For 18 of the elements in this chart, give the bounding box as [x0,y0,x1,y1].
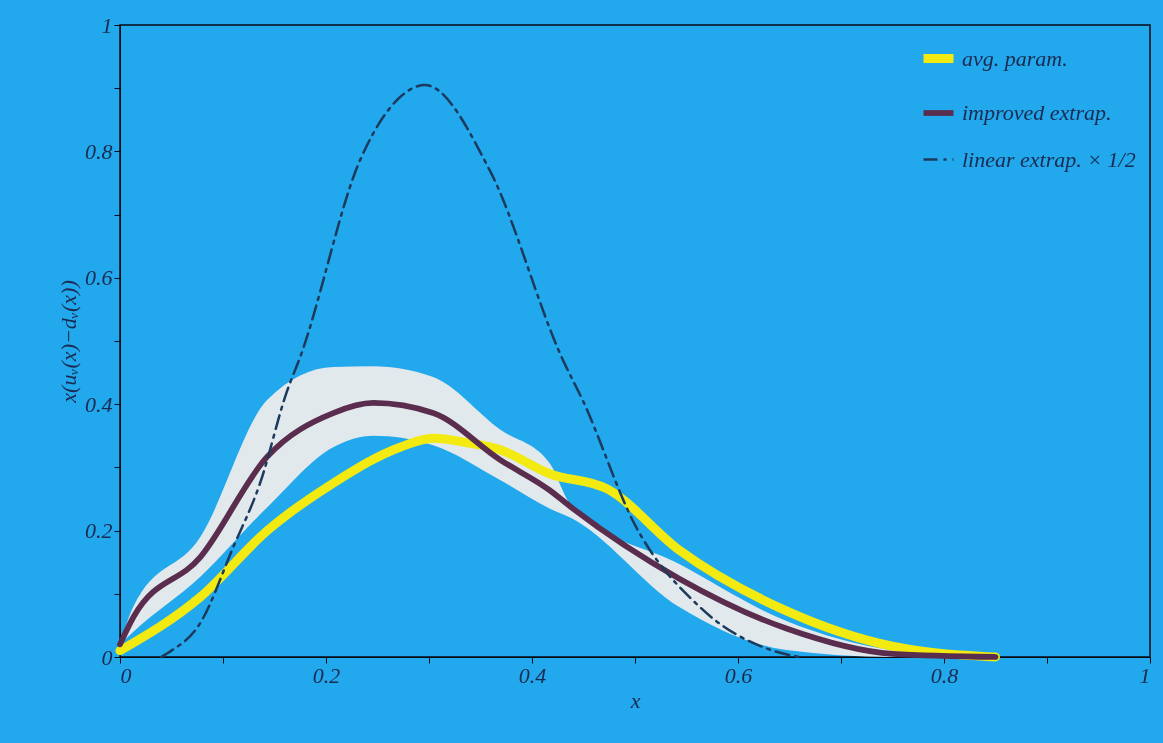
y-tick-label: 0 [101,644,113,670]
y-tick-label: 0.8 [85,138,113,164]
x-tick-label: 0 [120,662,132,688]
x-tick-label: 0.8 [930,662,959,688]
y-tick-label: 0.6 [85,265,113,291]
line-series [159,83,802,659]
x-tick-label: 0.4 [518,662,547,688]
x-tick-label: 0.6 [724,662,753,688]
legend-label: improved extrap. [962,100,1112,125]
legend-label: linear extrap. × 1/2 [962,146,1136,172]
x-tick-label: 0.2 [312,662,341,688]
y-tick-label: 0.4 [85,391,113,417]
legend-label: avg. param. [962,45,1068,71]
y-tick-label: 0.2 [85,518,113,544]
x-axis-title: x [629,687,641,713]
y-tick-label: 1 [101,12,113,38]
y-axis-title: x(uᵥ(x)−dᵥ(x)) [56,280,81,404]
x-tick-label: 1 [1139,662,1151,688]
